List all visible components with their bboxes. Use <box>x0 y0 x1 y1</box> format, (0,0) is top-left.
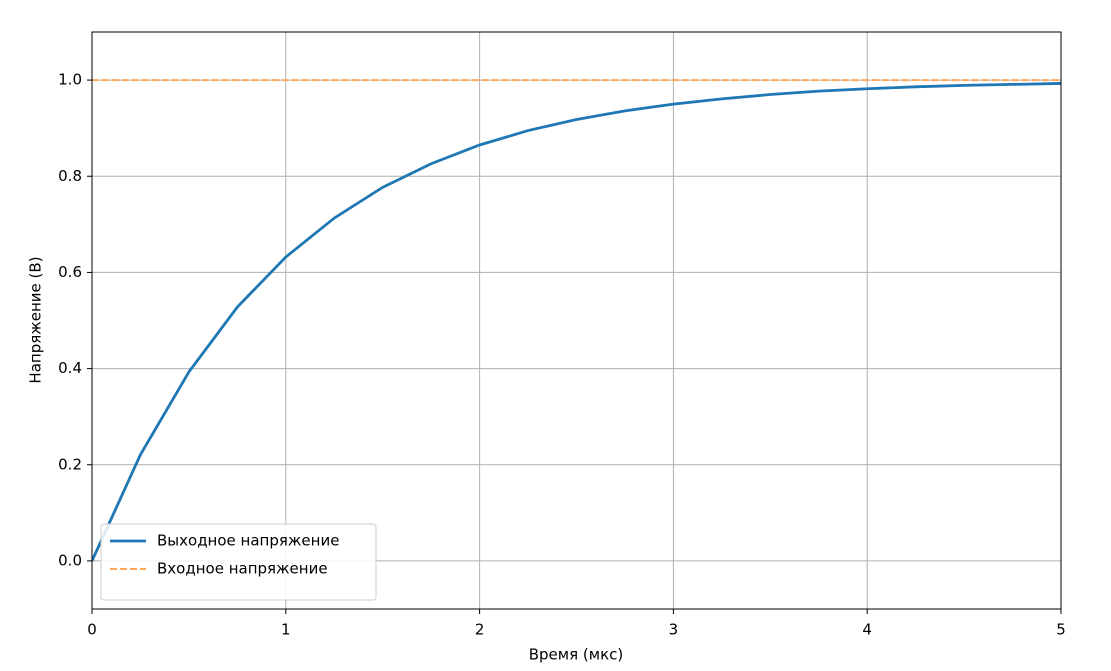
legend-label: Выходное напряжение <box>157 532 339 550</box>
x-tick-label: 1 <box>281 621 291 639</box>
legend-box <box>100 523 377 601</box>
plot-frame <box>91 31 1062 610</box>
y-axis-label: Напряжение (В) <box>27 256 45 383</box>
y-tick-label: 0.8 <box>58 167 82 185</box>
y-tick-label: 0.2 <box>58 455 82 473</box>
x-tick-label: 5 <box>1056 621 1066 639</box>
x-tick-label: 2 <box>475 621 485 639</box>
x-tick-label: 3 <box>669 621 679 639</box>
x-tick-label: 4 <box>862 621 872 639</box>
y-tick-label: 0.0 <box>58 551 82 569</box>
x-axis-label: Время (мкс) <box>529 646 623 664</box>
x-tick-label: 0 <box>87 621 97 639</box>
y-tick-label: 0.6 <box>58 263 82 281</box>
legend-label: Входное напряжение <box>157 560 328 578</box>
y-tick-label: 0.4 <box>58 359 82 377</box>
line-series <box>92 82 1061 562</box>
y-tick-label: 1.0 <box>58 71 82 89</box>
